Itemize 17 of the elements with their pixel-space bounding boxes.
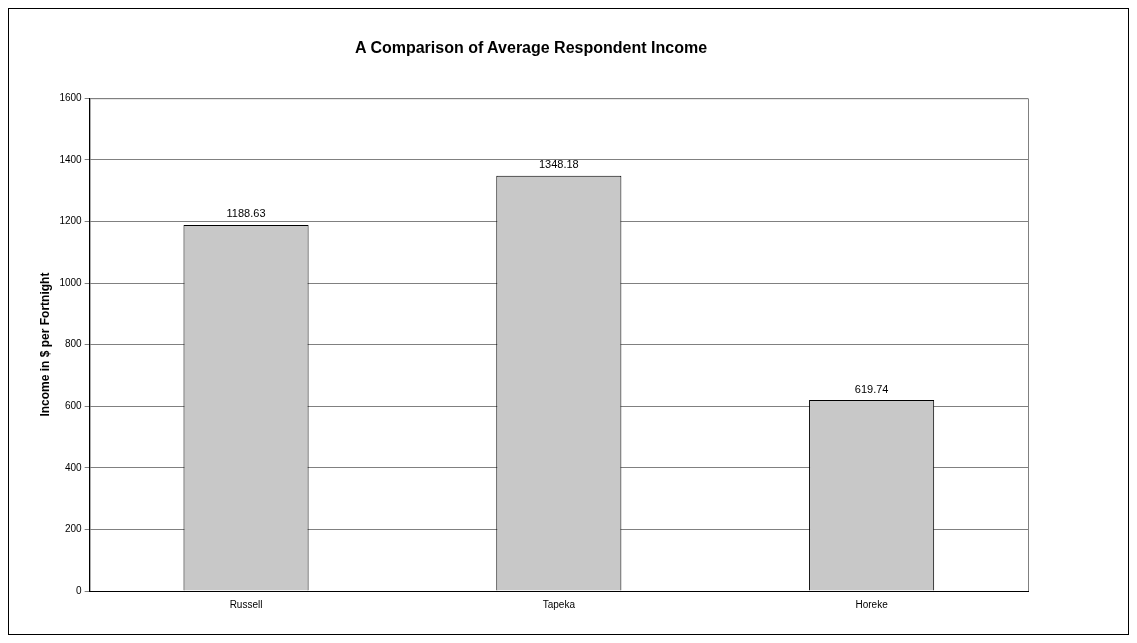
y-tick-label: 1000 — [59, 276, 83, 288]
x-tick-label: Russell — [229, 598, 263, 610]
data-label: 1348.18 — [538, 158, 579, 171]
y-tick-label: 800 — [64, 338, 83, 350]
x-tick-label: Horeke — [855, 598, 889, 610]
y-axis-title: Income in $ per Fortnight — [37, 272, 52, 417]
y-tick-label: 600 — [64, 399, 83, 411]
y-tick-label: 0 — [76, 584, 83, 596]
y-tick-label: 1600 — [59, 91, 83, 103]
data-label: 619.74 — [854, 382, 889, 395]
y-tick-label: 1400 — [59, 153, 83, 165]
y-tick-label: 1200 — [59, 215, 83, 227]
x-tick-label: Tapeka — [542, 598, 576, 610]
y-tick-label: 200 — [64, 523, 83, 535]
chart-title: A Comparison of Average Respondent Income — [354, 39, 708, 57]
y-tick-label: 400 — [64, 461, 83, 473]
data-label: 1188.63 — [226, 207, 266, 220]
